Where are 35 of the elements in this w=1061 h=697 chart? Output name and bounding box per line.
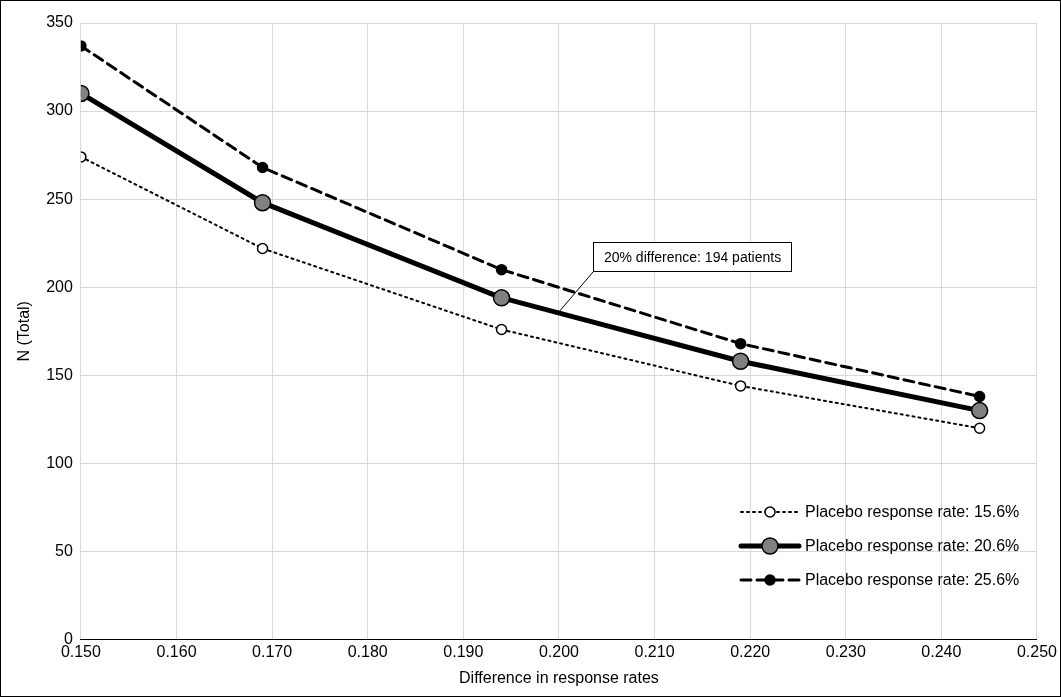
y-tick-label: 350 (46, 13, 73, 31)
y-tick-label: 50 (55, 541, 73, 559)
point (734, 380, 747, 392)
x-tick-label: 0.210 (634, 642, 675, 660)
y-axis-title: N (Total) (15, 301, 33, 362)
y-tick-label: 250 (46, 189, 73, 207)
point (973, 390, 986, 403)
legend-label: Placebo response rate: 25.6% (804, 570, 1020, 589)
x-tick-label: 0.190 (443, 642, 484, 660)
y-tick-label: 100 (46, 453, 73, 471)
point (731, 352, 750, 370)
y-tick-label: 150 (46, 365, 73, 383)
x-axis-title: Difference in response rates (459, 668, 659, 686)
x-tick-label: 0.200 (538, 642, 580, 660)
point (256, 161, 269, 174)
point (734, 337, 747, 350)
point (495, 263, 508, 276)
point (253, 193, 272, 212)
x-tick-label: 0.230 (825, 642, 866, 660)
point (256, 242, 269, 255)
legend-label: Placebo response rate: 15.6% (804, 502, 1020, 521)
y-tick-label: 300 (46, 101, 73, 119)
annotation: 20% difference: 194 patients (592, 241, 793, 272)
x-tick-label: 0.220 (730, 642, 771, 660)
point (495, 323, 508, 336)
x-tick-label: 0.160 (156, 642, 197, 660)
y-tick-label: 200 (46, 277, 73, 295)
x-tick-label: 0.250 (1016, 642, 1058, 660)
point (973, 422, 986, 434)
x-tick-label: 0.180 (347, 642, 388, 660)
legend-label: Placebo response rate: 20.6% (804, 536, 1020, 555)
x-tick-label: 0.170 (252, 642, 293, 660)
x-tick-label: 0.240 (921, 642, 962, 660)
point (492, 289, 511, 307)
point (970, 401, 989, 420)
